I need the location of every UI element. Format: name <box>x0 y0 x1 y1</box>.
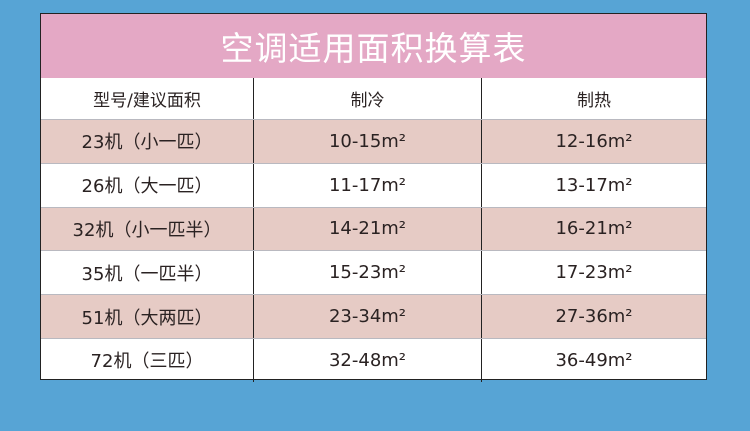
model-cell: 26机（大一匹） <box>41 163 254 207</box>
header-row: 型号/建议面积 制冷 制热 <box>41 78 706 119</box>
table-row: 32机（小一匹半） 14-21m² 16-21m² <box>41 206 706 251</box>
heating-cell: 16-21m² <box>555 218 633 240</box>
table-row: 23机（小一匹） 10-15m² 12-16m² <box>41 119 706 163</box>
header-cooling: 制冷 <box>254 78 482 119</box>
heating-cell: 12-16m² <box>555 130 633 152</box>
heating-cell: 27-36m² <box>555 306 633 328</box>
header-heating: 制热 <box>577 91 611 111</box>
table-row: 26机（大一匹） 11-17m² 13-17m² <box>41 162 706 207</box>
model-cell: 23机（小一匹） <box>41 120 254 163</box>
model-cell: 72机（三匹） <box>41 338 254 382</box>
table-title: 空调适用面积换算表 <box>41 14 706 78</box>
cooling-cell: 23-34m² <box>254 295 482 338</box>
cooling-cell: 14-21m² <box>254 207 482 251</box>
area-conversion-table: 空调适用面积换算表 型号/建议面积 制冷 制热 23机（小一匹） 10-15m² 1… <box>40 13 707 382</box>
table-row: 35机（一匹半） 15-23m² 17-23m² <box>41 250 706 295</box>
cooling-cell: 10-15m² <box>254 120 482 163</box>
heating-cell: 13-17m² <box>555 174 633 196</box>
model-cell: 51机（大两匹） <box>41 295 254 338</box>
header-model: 型号/建议面积 <box>41 78 254 119</box>
model-cell: 35机（一匹半） <box>41 251 254 295</box>
cooling-cell: 15-23m² <box>254 251 482 295</box>
heating-cell: 36-49m² <box>555 349 633 371</box>
table-row: 51机（大两匹） 23-34m² 27-36m² <box>41 294 706 338</box>
heating-cell: 17-23m² <box>555 262 633 284</box>
table-row: 72机（三匹） 32-48m² 36-49m² <box>41 337 706 382</box>
cooling-cell: 32-48m² <box>254 338 482 382</box>
model-cell: 32机（小一匹半） <box>41 207 254 251</box>
cooling-cell: 11-17m² <box>254 163 482 207</box>
